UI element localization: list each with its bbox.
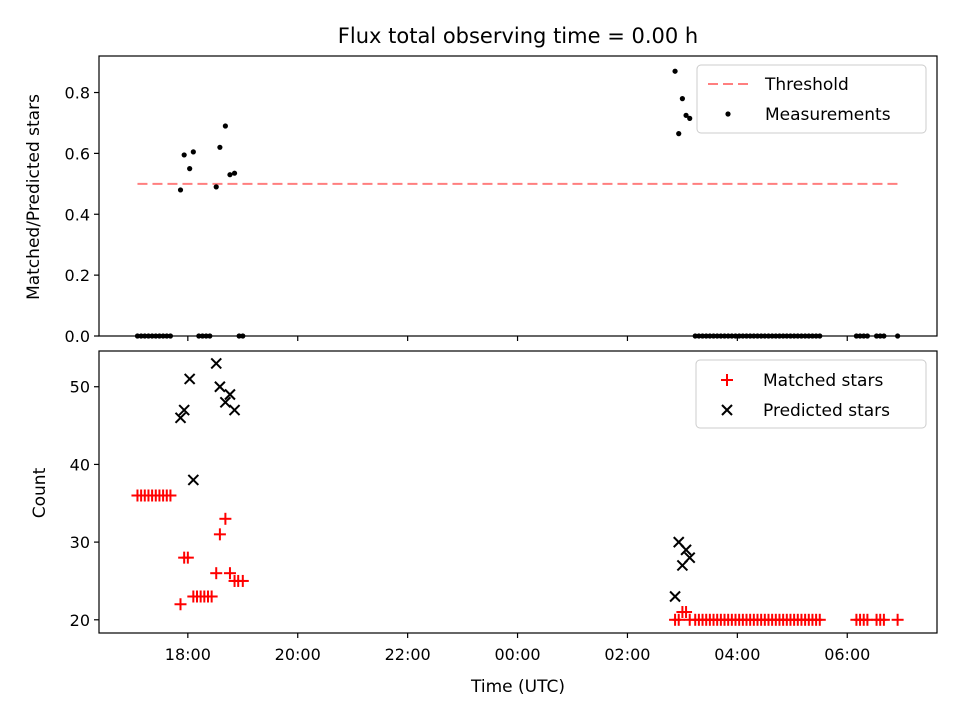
predicted-stars-legend-swatch [721,404,733,416]
matched-star-point [219,512,232,525]
measurements-legend-swatch [725,111,731,117]
top-panel: Flux total observing time = 0.00 h Match… [24,24,938,346]
bottom-legend-box [695,359,927,429]
bottom-y-tick-label: 30 [70,533,90,552]
matched-star-point [223,567,236,580]
predicted-star-point [684,551,696,564]
top-y-tick-label: 0.2 [65,266,90,285]
measurement-point [687,115,693,121]
bottom-y-axis-label: Count [30,467,50,518]
x-tick-label: 22:00 [385,645,431,664]
matched-star-point [205,590,218,603]
predicted-star-point [214,381,226,393]
measurement-point [217,144,223,150]
x-axis-label: Time (UTC) [470,677,565,697]
measurement-point [679,96,685,102]
bottom-x-ticks: 18:00 20:00 22:00 00:00 02:00 04:00 06:00 [165,633,870,664]
predicted-star-point [680,544,692,556]
threshold-legend-label: Threshold [764,75,849,95]
matched-star-point [236,574,249,587]
top-y-ticks: 0.0 0.2 0.4 0.6 0.8 [65,84,99,346]
measurement-point [672,68,678,74]
matched-star-point [213,528,226,541]
x-tick-label: 20:00 [275,645,321,664]
matched-stars-legend-label: Matched stars [763,371,883,391]
measurement-point [222,123,228,129]
bottom-axes-frame [98,350,938,634]
matched-star-point [680,606,693,619]
matched-stars-legend-swatch [721,374,733,386]
measurement-point [177,187,184,193]
chart-title: Flux total observing time = 0.00 h [338,24,698,48]
measurement-point [231,170,238,176]
x-tick-label: 00:00 [494,645,540,664]
predicted-star-point [210,357,222,370]
top-y-tick-label: 0.8 [65,84,90,103]
top-y-tick-label: 0.4 [65,205,90,224]
top-legend-box [696,64,927,134]
x-tick-label: 18:00 [165,645,211,664]
top-axes-frame [98,55,938,337]
bottom-panel: Count Time (UTC) 20 30 40 50 18:00 20:00 22:0… [30,350,938,697]
predicted-star-point [224,388,236,401]
matched-star-point [181,551,194,564]
measurements-legend-label: Measurements [765,105,891,125]
bottom-y-tick-label: 20 [70,611,90,630]
measurement-point [181,152,187,158]
predicted-star-point [174,412,187,424]
predicted-star-point [669,590,681,603]
matched-star-point [813,613,826,626]
predicted-star-point [178,404,190,416]
predicted-star-point [187,474,200,486]
bottom-legend: Matched stars Predicted stars [695,359,927,429]
predicted-stars-points [174,357,696,603]
measurement-point [676,131,682,137]
top-y-tick-label: 0.6 [65,144,90,163]
predicted-star-point [219,396,232,408]
measurement-point [187,166,193,172]
matched-star-point [210,567,223,580]
matched-star-point [672,613,685,626]
x-tick-label: 02:00 [604,645,650,664]
top-y-axis-label: Matched/Predicted stars [24,94,44,300]
predicted-star-point [183,373,196,385]
matched-star-point [877,613,890,626]
matched-star-point [174,598,187,611]
bottom-y-ticks: 20 30 40 50 [70,378,99,630]
predicted-stars-legend-label: Predicted stars [763,401,890,421]
bottom-y-tick-label: 40 [70,455,90,474]
top-y-tick-label: 0.0 [65,327,90,346]
x-tick-label: 04:00 [714,645,760,664]
measurement-point [213,184,219,190]
matched-star-point [891,613,904,626]
measurement-point [683,112,689,118]
bottom-y-tick-label: 50 [70,378,90,397]
x-tick-label: 06:00 [824,645,870,664]
predicted-star-point [228,404,241,416]
measurement-point [227,172,233,178]
matched-stars-points [131,489,904,626]
top-legend: Threshold Measurements [696,64,927,134]
matched-star-point [164,489,177,502]
measurement-point [190,149,196,155]
